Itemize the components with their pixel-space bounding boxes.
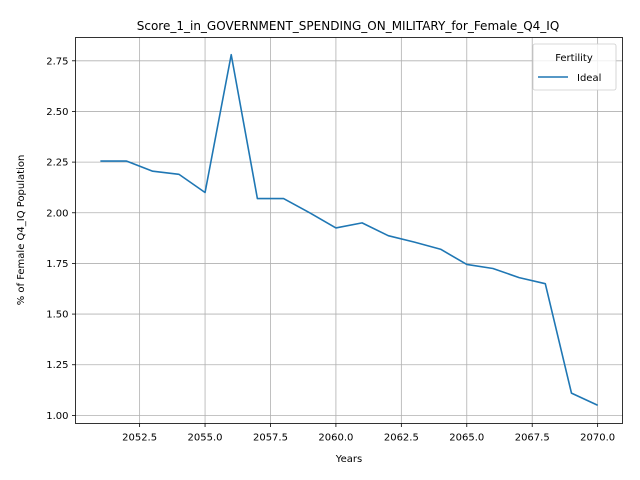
legend-title: Fertility bbox=[555, 53, 593, 64]
y-tick-label: 2.25 bbox=[46, 158, 68, 169]
series-line-ideal bbox=[100, 53, 598, 406]
x-tick-label: 2062.5 bbox=[384, 433, 419, 444]
y-tick-label: 1.50 bbox=[46, 310, 68, 321]
x-tick-label: 2070.0 bbox=[580, 433, 615, 444]
legend-label-ideal: Ideal bbox=[577, 73, 601, 84]
x-ticks: 2052.5 2055.0 2057.5 2060.0 2062.5 2065.0 2067… bbox=[122, 423, 615, 444]
grid-lines bbox=[75, 37, 623, 424]
chart-title: Score_1_in_GOVERNMENT_SPENDING_ON_MILITA… bbox=[137, 19, 560, 33]
y-tick-label: 1.75 bbox=[46, 259, 68, 270]
x-tick-label: 2067.5 bbox=[515, 433, 550, 444]
x-tick-label: 2065.0 bbox=[449, 433, 484, 444]
y-tick-label: 2.75 bbox=[46, 56, 68, 67]
x-axis-label: Years bbox=[335, 454, 362, 465]
legend-box bbox=[532, 43, 617, 91]
y-tick-label: 2.50 bbox=[46, 107, 68, 118]
y-axis-label: % of Female Q4_IQ Population bbox=[16, 155, 27, 306]
x-tick-label: 2052.5 bbox=[122, 433, 157, 444]
plot-frame bbox=[75, 37, 623, 424]
y-tick-label: 1.00 bbox=[46, 411, 68, 422]
series-lines bbox=[100, 53, 598, 406]
y-tick-label: 1.25 bbox=[46, 360, 68, 371]
y-ticks: 1.00 1.25 1.50 1.75 2.00 2.25 2.50 2.75 bbox=[46, 56, 76, 422]
y-tick-label: 2.00 bbox=[46, 208, 68, 219]
x-tick-label: 2060.0 bbox=[318, 433, 353, 444]
x-tick-label: 2055.0 bbox=[188, 433, 223, 444]
legend: Fertility Ideal bbox=[532, 43, 617, 91]
x-tick-label: 2057.5 bbox=[253, 433, 288, 444]
